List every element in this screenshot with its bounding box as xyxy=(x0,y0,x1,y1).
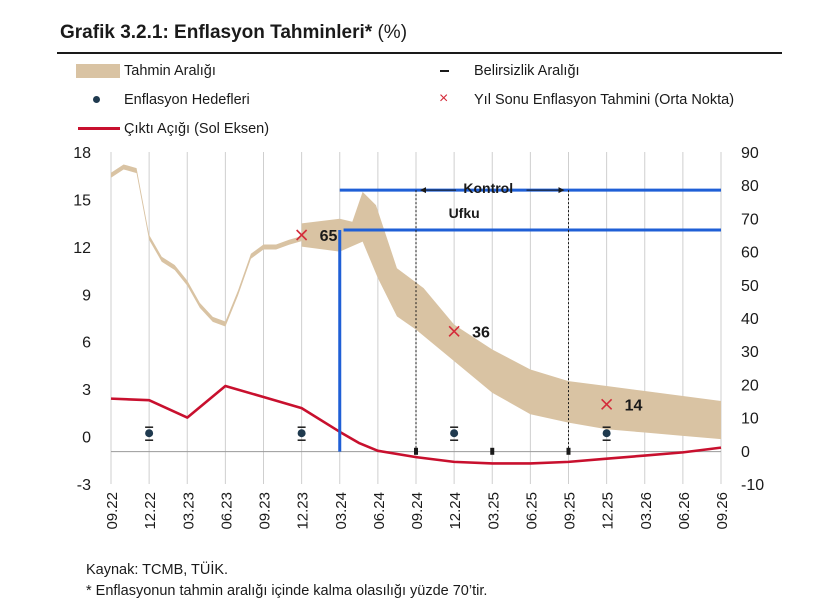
horizon-arrowhead-left-icon xyxy=(420,187,426,194)
right-axis-tick-label: 0 xyxy=(741,444,750,461)
x-axis-tick-label: 09.22 xyxy=(104,492,121,530)
legend-targets: Enflasyon Hedefleri xyxy=(76,92,250,108)
x-axis-tick-label: 06.24 xyxy=(371,492,388,530)
inflation-history-band xyxy=(111,164,302,327)
right-axis-tick-label: 80 xyxy=(741,178,759,195)
horizon-label-line1: Kontrol xyxy=(463,180,513,196)
legend-range: Belirsizlik Aralığı xyxy=(426,63,580,79)
output-gap-line xyxy=(110,384,722,465)
legend-gap: Çıktı Açığı (Sol Eksen) xyxy=(76,121,269,137)
x-axis-tick-label: 12.23 xyxy=(295,492,312,530)
x-axis-tick-label: 09.24 xyxy=(409,492,426,530)
x-axis-tick-label: 09.26 xyxy=(714,492,731,530)
year-end-value-label: 36 xyxy=(472,324,490,341)
left-axis-tick-label: 6 xyxy=(82,335,91,352)
x-axis-tick-label: 06.26 xyxy=(676,492,693,530)
left-axis-tick-label: 18 xyxy=(73,145,91,162)
x-axis-tick-label: 09.25 xyxy=(562,492,579,530)
right-axis-tick-label: 30 xyxy=(741,344,759,361)
legend-range-dash-icon xyxy=(426,63,470,79)
x-axis-tick-label: 06.23 xyxy=(218,492,235,530)
right-axis-tick-label: 50 xyxy=(741,278,759,295)
uncertainty-mark xyxy=(414,447,418,455)
left-axis-tick-label: -3 xyxy=(77,477,91,494)
year-end-x-mark xyxy=(296,229,308,241)
left-axis-tick-label: 12 xyxy=(73,240,91,257)
x-axis-tick-label: 06.25 xyxy=(523,492,540,530)
right-axis-tick-label: 10 xyxy=(741,411,759,428)
x-axis-tick-label: 12.25 xyxy=(600,492,617,530)
x-axis-tick-label: 12.22 xyxy=(142,492,159,530)
right-axis-tick-label: 60 xyxy=(741,245,759,262)
right-axis-tick-label: 90 xyxy=(741,145,759,162)
horizon-label-line2: Ufku xyxy=(449,205,480,221)
right-axis-tick-label: 40 xyxy=(741,311,759,328)
legend-x-mark-icon: × xyxy=(439,90,449,107)
inflation-target-dot xyxy=(450,429,459,438)
year-end-value-label: 65 xyxy=(320,228,338,245)
horizon-arrowhead-right-icon xyxy=(558,187,565,194)
legend-band: Tahmin Aralığı xyxy=(76,63,216,79)
legend-range-label: Belirsizlik Aralığı xyxy=(474,63,580,79)
uncertainty-mark xyxy=(566,447,571,455)
right-axis-tick-label: 70 xyxy=(741,211,759,228)
chart-title-unit: (%) xyxy=(377,22,408,43)
legend-target-dot-icon xyxy=(76,92,120,108)
x-axis-tick-label: 12.24 xyxy=(447,492,464,530)
legend-band-label: Tahmin Aralığı xyxy=(124,63,216,79)
left-axis-tick-label: 15 xyxy=(73,192,91,209)
year-end-value-label: 14 xyxy=(625,397,643,414)
x-axis-tick-label: 03.23 xyxy=(180,492,197,530)
legend-band-swatch xyxy=(76,63,120,79)
legend-yearend-label: Yıl Sonu Enflasyon Tahmini (Orta Nokta) xyxy=(474,92,735,108)
uncertainty-mark xyxy=(490,447,495,455)
chart-title: Grafik 3.2.1: Enflasyon Tahminleri* (%) xyxy=(60,22,407,44)
title-rule xyxy=(57,52,782,54)
year-end-x-mark xyxy=(601,398,613,410)
left-axis-tick-label: 3 xyxy=(82,382,91,399)
left-axis-tick-label: 9 xyxy=(82,287,91,304)
source-note: Kaynak: TCMB, TÜİK. xyxy=(86,562,229,578)
right-axis-tick-label: 20 xyxy=(741,377,759,394)
inflation-target-dot xyxy=(145,429,154,438)
legend-gap-label: Çıktı Açığı (Sol Eksen) xyxy=(124,121,270,137)
forecast-band xyxy=(301,191,721,440)
footnote: * Enflasyonun tahmin aralığı içinde kalm… xyxy=(86,583,488,599)
year-end-x-mark xyxy=(448,325,460,337)
x-axis-tick-label: 09.23 xyxy=(257,492,274,530)
chart-title-text: Grafik 3.2.1: Enflasyon Tahminleri* xyxy=(60,22,373,43)
legend-targets-label: Enflasyon Hedefleri xyxy=(124,92,250,108)
legend-gap-swatch xyxy=(76,121,120,137)
left-axis-tick-label: 0 xyxy=(82,430,91,447)
inflation-target-dot xyxy=(297,429,306,438)
x-axis-tick-label: 03.25 xyxy=(485,492,502,530)
x-axis-tick-label: 03.24 xyxy=(333,492,350,530)
right-axis-tick-label: -10 xyxy=(741,477,764,494)
legend-yearend: × Yıl Sonu Enflasyon Tahmini (Orta Nokta… xyxy=(426,90,735,108)
x-axis-tick-label: 03.26 xyxy=(638,492,655,530)
inflation-target-dot xyxy=(602,429,611,438)
